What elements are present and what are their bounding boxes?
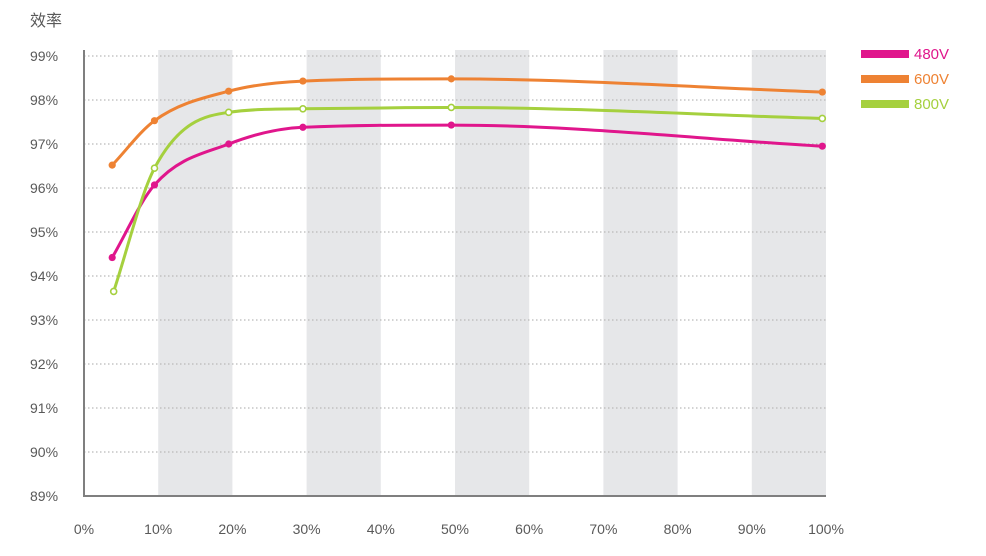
data-point-800V: [224, 108, 233, 117]
y-tick-label: 95%: [30, 224, 58, 240]
x-tick-label: 0%: [74, 521, 94, 537]
data-point-600V: [225, 87, 233, 95]
x-tick-label: 80%: [664, 521, 692, 537]
data-point-480V: [108, 253, 116, 262]
y-axis-title: 效率: [30, 12, 62, 30]
data-point-600V: [150, 117, 159, 125]
background-band-2: [306, 50, 381, 496]
x-tick-label: 50%: [441, 521, 469, 537]
series-600V: [108, 75, 826, 169]
y-tick-label: 96%: [30, 180, 58, 196]
legend-label: 800V: [914, 96, 949, 113]
legend-label: 600V: [914, 71, 949, 88]
axes: [83, 50, 826, 497]
series-line-600V: [110, 77, 824, 167]
x-tick-label: 90%: [738, 521, 766, 537]
background-band-1: [158, 50, 233, 496]
x-tick-label: 60%: [515, 521, 543, 537]
data-point-800V: [299, 105, 307, 113]
legend-item-800V: 800V: [861, 96, 949, 113]
y-tick-label: 99%: [30, 48, 58, 64]
data-point-800V: [447, 103, 456, 112]
data-point-480V: [299, 123, 307, 131]
data-point-600V: [447, 75, 455, 83]
legend-item-480V: 480V: [861, 46, 949, 63]
data-point-480V: [150, 181, 159, 189]
x-tick-label: 70%: [589, 521, 617, 537]
x-tick-label: 30%: [293, 521, 321, 537]
y-tick-label: 93%: [30, 312, 58, 328]
legend-label: 480V: [914, 46, 949, 63]
data-point-800V: [150, 164, 159, 172]
y-tick-label: 92%: [30, 356, 58, 372]
legend-swatch: [861, 50, 909, 58]
y-tick-labels: 89% 90% 91% 92% 93% 94% 95% 96% 97% 98% 99%: [30, 48, 58, 504]
background-band-3: [455, 50, 530, 496]
x-tick-label: 20%: [218, 521, 246, 537]
data-point-600V: [299, 77, 307, 85]
y-tick-label: 91%: [30, 400, 58, 416]
background-bands: [158, 50, 826, 496]
y-tick-label: 98%: [30, 92, 58, 108]
data-point-800V: [109, 287, 118, 296]
data-point-600V: [818, 88, 826, 96]
x-tick-label: 10%: [144, 521, 172, 537]
series-480V: [108, 121, 826, 262]
y-tick-label: 97%: [30, 136, 58, 152]
y-tick-label: 89%: [30, 488, 58, 504]
data-point-800V: [818, 114, 827, 123]
series-lines: [108, 75, 827, 296]
legend: 480V 600V 800V: [861, 46, 949, 113]
legend-item-600V: 600V: [861, 71, 949, 88]
y-tick-label: 90%: [30, 444, 58, 460]
background-band-5: [751, 50, 826, 496]
data-point-480V: [447, 121, 455, 129]
data-point-480V: [818, 142, 826, 150]
x-tick-labels: 0% 10% 20% 30% 40% 50% 60% 70% 80% 90% 100%: [74, 521, 844, 537]
series-800V: [109, 103, 827, 296]
x-tick-label: 100%: [808, 521, 844, 537]
y-tick-label: 94%: [30, 268, 58, 284]
legend-swatch: [861, 100, 909, 108]
data-point-600V: [108, 161, 116, 169]
x-tick-label: 40%: [367, 521, 395, 537]
legend-swatch: [861, 75, 909, 83]
data-point-480V: [225, 140, 233, 148]
background-band-4: [603, 50, 678, 496]
